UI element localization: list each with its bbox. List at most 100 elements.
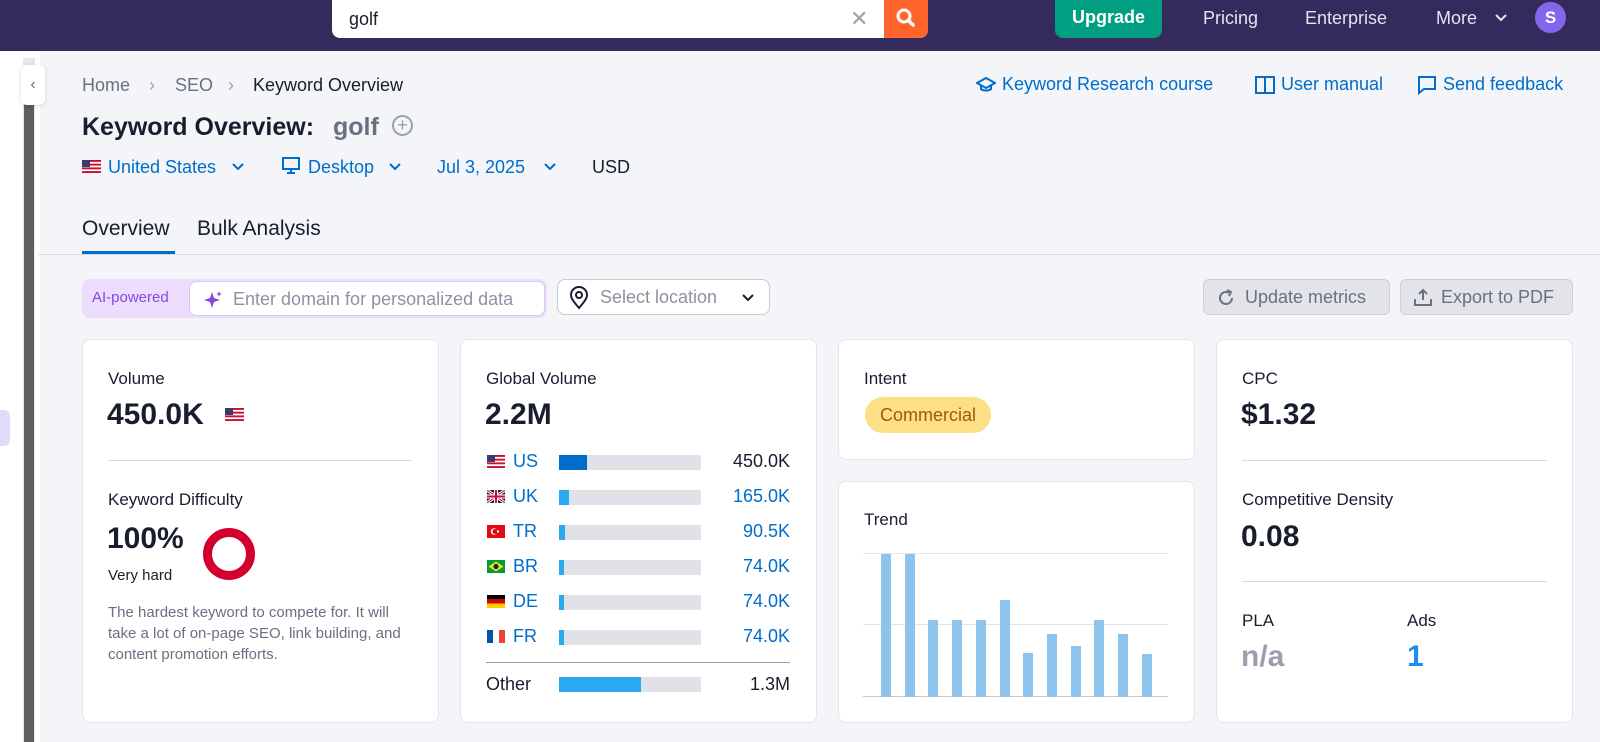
domain-input[interactable]: Enter domain for personalized data [189, 281, 545, 316]
us-flag-icon [225, 408, 244, 421]
density-value: 0.08 [1241, 520, 1300, 553]
chevron-down-icon [1495, 14, 1507, 22]
chevron-down-icon [389, 163, 401, 171]
trend-bar[interactable] [1000, 600, 1010, 697]
value-fr[interactable]: 74.0K [742, 626, 790, 646]
trend-bar[interactable] [1142, 654, 1152, 697]
volume-bar-other [559, 677, 701, 692]
bar-fill [559, 525, 565, 540]
upgrade-button[interactable]: Upgrade [1055, 0, 1162, 38]
country-uk[interactable]: UK [513, 486, 539, 506]
volume-bar-us [559, 455, 701, 470]
value-br[interactable]: 74.0K [742, 556, 790, 576]
ai-domain-box: AI-powered Enter domain for personalized… [82, 279, 547, 318]
value-other: 1.3M [749, 674, 790, 694]
search-button[interactable] [884, 0, 928, 38]
trend-bar[interactable] [976, 620, 986, 697]
breadcrumb-seo[interactable]: SEO [175, 75, 214, 95]
add-to-list-icon[interactable]: + [392, 115, 413, 136]
bar-fill [559, 490, 569, 505]
bar-fill [559, 677, 641, 692]
currency-label: USD [592, 157, 631, 177]
chevron-right-icon: › [228, 75, 234, 95]
location-pin-icon [569, 286, 589, 310]
country-tr[interactable]: TR [513, 521, 537, 541]
kd-level: Very hard [108, 567, 173, 584]
volume-bar-fr [559, 630, 701, 645]
sidebar-indicator [0, 410, 10, 446]
breadcrumb-current: Keyword Overview [253, 75, 404, 95]
trend-bar[interactable] [881, 554, 891, 697]
tab-bulk-analysis[interactable]: Bulk Analysis [197, 217, 321, 240]
trend-bar[interactable] [1118, 634, 1128, 697]
search-box[interactable]: golf ✕ [332, 0, 928, 38]
volume-bar-br [559, 560, 701, 575]
nav-enterprise[interactable]: Enterprise [1305, 8, 1388, 28]
country-fr[interactable]: FR [513, 626, 537, 646]
grid-line [863, 624, 1168, 625]
export-pdf-button[interactable]: Export to PDF [1400, 279, 1573, 315]
global-volume-value: 2.2M [485, 398, 552, 431]
trend-bar[interactable] [1094, 620, 1104, 697]
trend-bar[interactable] [1023, 653, 1033, 697]
br-flag-icon [487, 560, 505, 573]
trend-bar[interactable] [928, 620, 938, 697]
desktop-icon [282, 157, 300, 174]
avatar[interactable]: S [1535, 2, 1566, 33]
trend-bar[interactable] [1047, 634, 1057, 697]
country-br[interactable]: BR [513, 556, 539, 576]
nav-pricing[interactable]: Pricing [1203, 8, 1259, 28]
country-us[interactable]: US [513, 451, 539, 471]
domain-placeholder: Enter domain for personalized data [233, 289, 514, 309]
ai-powered-badge: AI-powered [92, 289, 169, 306]
value-de[interactable]: 74.0K [742, 591, 790, 611]
location-select[interactable]: Select location [557, 279, 770, 315]
nav-more[interactable]: More [1436, 8, 1478, 28]
kd-label: Keyword Difficulty [108, 490, 243, 509]
tr-flag-icon [487, 525, 505, 538]
ads-value[interactable]: 1 [1407, 640, 1424, 673]
card-divider [1242, 460, 1547, 461]
kd-donut [203, 528, 255, 580]
search-input[interactable]: golf [349, 9, 379, 29]
update-metrics-button[interactable]: Update metrics [1203, 279, 1390, 315]
search-icon [896, 8, 915, 27]
volume-bar-tr [559, 525, 701, 540]
close-icon[interactable]: ✕ [850, 6, 869, 31]
cpc-label: CPC [1242, 369, 1278, 388]
bar-fill [559, 595, 564, 610]
value-uk[interactable]: 165.0K [732, 486, 790, 506]
value-tr[interactable]: 90.5K [742, 521, 790, 541]
us-flag-icon [82, 160, 101, 173]
chevron-down-icon [232, 163, 244, 171]
volume-value: 450.0K [107, 398, 204, 431]
chevron-down-icon [544, 163, 556, 171]
chevron-left-icon: ‹ [30, 76, 36, 93]
intent-badge[interactable]: Commercial [865, 397, 991, 433]
trend-bar[interactable] [905, 554, 915, 697]
graduation-cap-icon [976, 76, 996, 92]
book-icon [1255, 76, 1275, 94]
bar-fill [559, 560, 564, 575]
trend-bar[interactable] [952, 620, 962, 697]
other-divider [486, 662, 790, 663]
top-bar: golf ✕ Upgrade Pricing Enterprise More S [0, 0, 1600, 51]
collapse-sidebar-button[interactable]: ‹ [21, 65, 45, 105]
volume-bar-uk [559, 490, 701, 505]
tab-overview[interactable]: Overview [82, 217, 170, 240]
volume-bar-de [559, 595, 701, 610]
breadcrumb-home[interactable]: Home [82, 75, 131, 95]
trend-label: Trend [864, 510, 908, 529]
country-de[interactable]: DE [513, 591, 539, 611]
pla-label: PLA [1242, 611, 1275, 630]
trend-bar[interactable] [1071, 646, 1081, 697]
title-keyword: golf [333, 113, 379, 141]
volume-card [82, 339, 439, 723]
scrollbar-thumb[interactable] [24, 68, 34, 742]
card-divider [108, 460, 412, 461]
ads-label: Ads [1407, 611, 1437, 630]
page-title: Keyword Overview: [82, 113, 315, 141]
us-flag-icon [487, 455, 505, 468]
fr-flag-icon [487, 630, 505, 643]
sparkle-icon [204, 291, 222, 308]
